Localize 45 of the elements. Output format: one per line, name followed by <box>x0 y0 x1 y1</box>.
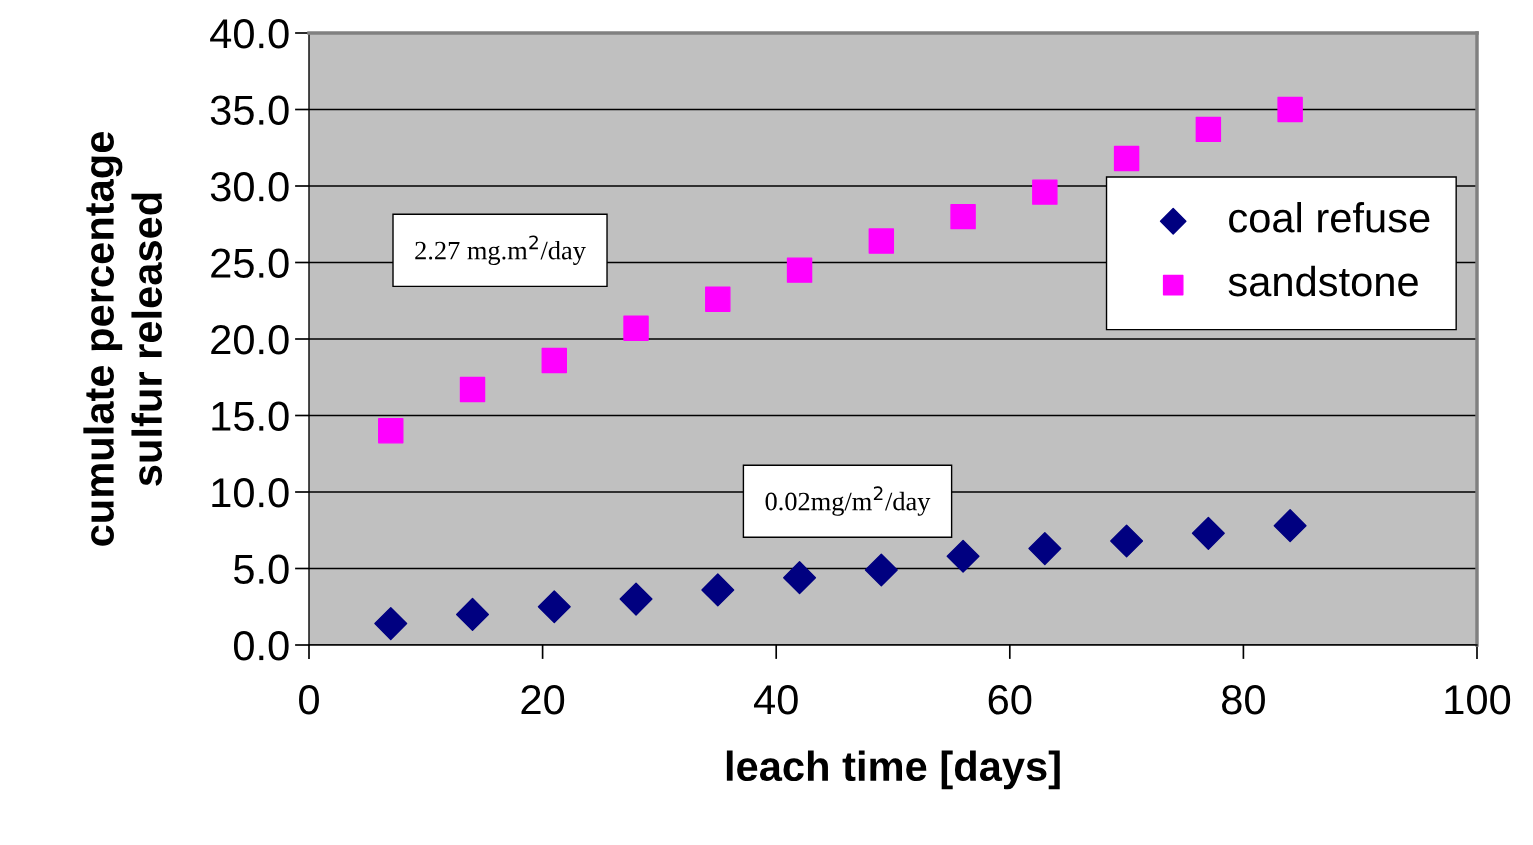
point <box>864 553 898 587</box>
point <box>1277 96 1303 123</box>
point <box>1113 145 1140 172</box>
point <box>541 347 568 374</box>
point <box>946 539 980 573</box>
point <box>455 597 490 631</box>
y-axis-title: cumulate percentage sulfur released <box>83 132 163 546</box>
annotation: 0.02mg/m$^{2}$/day <box>765 486 931 516</box>
y-tick-label: 15.0 <box>212 401 289 432</box>
point <box>378 418 404 444</box>
legend-label: coal refuse <box>1229 201 1430 233</box>
x-tick-label: 80 <box>1222 684 1265 715</box>
y-tick-label: 40.0 <box>210 19 289 49</box>
point <box>1028 532 1062 566</box>
y-tick-label: 10.0 <box>212 478 289 508</box>
point <box>459 376 486 403</box>
y-tick-label: 0.0 <box>233 631 289 661</box>
point <box>623 315 649 342</box>
x-axis-title: leach time [days] <box>726 750 1060 790</box>
x-tick-label: 60 <box>988 684 1032 715</box>
y-tick-label: 35.0 <box>210 95 289 126</box>
y-tick-label: 5.0 <box>234 554 289 585</box>
point <box>705 286 731 312</box>
point <box>950 203 976 230</box>
x-tick-label: 20 <box>521 684 565 715</box>
point <box>619 582 653 616</box>
point <box>374 607 408 641</box>
point <box>868 228 895 254</box>
point <box>1191 516 1225 550</box>
y-tick-label: 20.0 <box>211 325 289 355</box>
y-tick-label: 30.0 <box>210 172 289 202</box>
x-tick-label: 100 <box>1445 684 1511 715</box>
legend-label: sandstone <box>1228 265 1418 297</box>
point <box>1273 509 1307 543</box>
point <box>1032 179 1058 205</box>
point <box>537 590 571 624</box>
point <box>1110 524 1144 558</box>
x-tick-label: 0 <box>299 684 319 715</box>
annotation: 2.27 mg.m$^{2}$/day <box>415 235 586 265</box>
point <box>783 561 817 595</box>
point <box>786 257 813 283</box>
point <box>1195 116 1222 143</box>
y-tick-label: 25.0 <box>211 248 289 279</box>
point <box>701 573 735 607</box>
x-tick-label: 40 <box>753 684 798 715</box>
